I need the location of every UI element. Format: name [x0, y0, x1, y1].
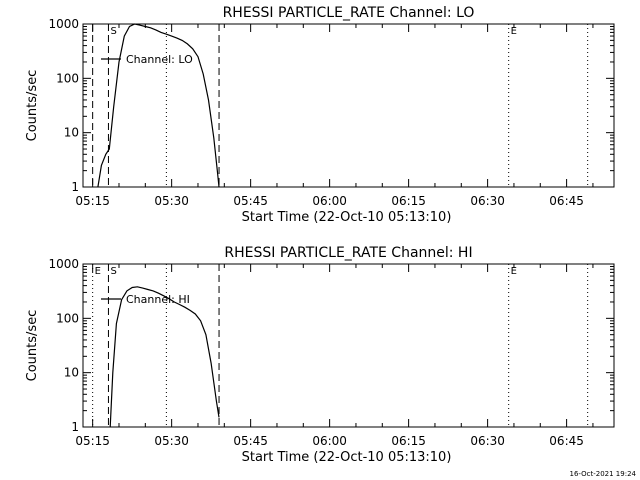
x-tick-label: 05:30: [154, 434, 189, 448]
event-marker-label: E: [511, 266, 517, 277]
series-line: [97, 23, 220, 188]
x-tick-label: 06:00: [312, 194, 347, 208]
y-tick-label: 10: [64, 126, 79, 140]
chart-panel-1: RHESSI PARTICLE_RATE Channel: LO S E 05:15 0…: [25, 5, 615, 225]
event-marker-label: S: [110, 26, 116, 37]
event-marker-label: S: [110, 266, 116, 277]
y-tick-label: 100: [56, 311, 79, 325]
x-tick-label: 05:15: [75, 434, 110, 448]
y-tick-label: 1: [71, 180, 79, 194]
y-tick-label: 1000: [48, 17, 79, 31]
x-tick-label: 06:00: [312, 434, 347, 448]
event-marker-label: E: [95, 266, 101, 277]
legend-label: Channel: HI: [126, 293, 190, 306]
y-tick-label: 1: [71, 420, 79, 434]
x-tick-label: 06:30: [470, 434, 505, 448]
x-tick-label: 05:15: [75, 194, 110, 208]
x-tick-label: 05:30: [154, 194, 189, 208]
chart-panel-2: RHESSI PARTICLE_RATE Channel: HIE S E05:15…: [25, 245, 615, 465]
x-tick-label: 06:45: [549, 434, 584, 448]
x-axis-label: Start Time (22-Oct-10 05:13:10): [242, 210, 452, 225]
chart-title: RHESSI PARTICLE_RATE Channel: HI: [224, 245, 472, 261]
chart-title: RHESSI PARTICLE_RATE Channel: LO: [223, 5, 475, 21]
x-tick-label: 05:45: [233, 194, 268, 208]
y-axis-label: Counts/sec: [25, 310, 40, 382]
plot-frame: [82, 23, 615, 188]
plot-frame: [82, 263, 615, 428]
event-marker-label: E: [511, 26, 517, 37]
x-tick-label: 06:15: [391, 194, 426, 208]
x-axis-label: Start Time (22-Oct-10 05:13:10): [242, 450, 452, 465]
y-tick-label: 1000: [48, 257, 79, 271]
series-line: [109, 286, 220, 428]
legend-label: Channel: LO: [126, 53, 193, 66]
x-tick-label: 06:15: [391, 434, 426, 448]
y-tick-label: 100: [56, 71, 79, 85]
y-axis-label: Counts/sec: [25, 70, 40, 142]
x-tick-label: 06:45: [549, 194, 584, 208]
footer-timestamp: 16-Oct-2021 19:24: [570, 470, 637, 478]
y-tick-label: 10: [64, 366, 79, 380]
x-tick-label: 06:30: [470, 194, 505, 208]
x-tick-label: 05:45: [233, 434, 268, 448]
